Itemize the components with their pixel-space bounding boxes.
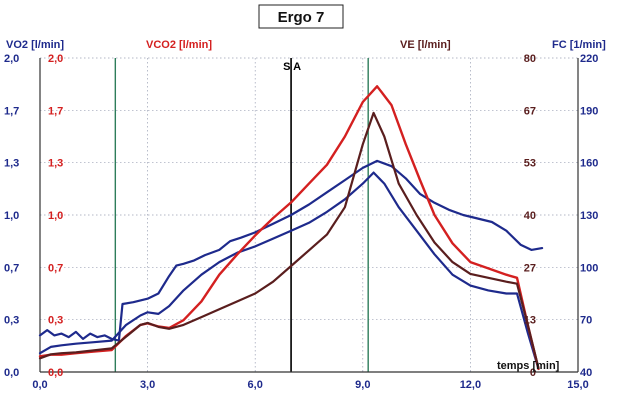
vo2-axis-label: VO2 [l/min] [6, 39, 64, 51]
tick-label-ve: 53 [524, 158, 536, 170]
tick-label-fc: 100 [580, 262, 598, 274]
tick-label-fc: 220 [580, 53, 598, 65]
x-tick-label: 12,0 [460, 379, 481, 391]
tick-label-vo2: 0,0 [4, 367, 19, 379]
tick-label-vo2: 2,0 [4, 53, 19, 65]
series-line-fc [38, 159, 544, 342]
series-line-vo2 [38, 171, 540, 370]
axis-headers: VO2 [l/min] VCO2 [l/min] VE [l/min] FC [… [6, 39, 606, 51]
tick-label-fc: 40 [580, 367, 592, 379]
chart-title: Ergo 7 [278, 9, 325, 26]
vco2-axis-label: VCO2 [l/min] [146, 39, 212, 51]
tick-label-fc: 160 [580, 158, 598, 170]
tick-label-vco2: 0,3 [48, 315, 63, 327]
tick-label-vco2: 1,0 [48, 210, 63, 222]
x-tick-label: 6,0 [248, 379, 263, 391]
ve-axis-label: VE [l/min] [400, 39, 451, 51]
tick-label-vo2: 1,0 [4, 210, 19, 222]
tick-label-fc: 70 [580, 315, 592, 327]
tick-label-vo2: 0,7 [4, 262, 19, 274]
series-lines [38, 85, 544, 371]
tick-label-vco2: 2,0 [48, 53, 63, 65]
tick-labels: 0,0 0,3 0,7 1,0 1,3 1,7 2,0 0,0 0,3 0,7 1,0 1,3 1,7 2… [4, 53, 598, 391]
tick-label-vco2: 0,7 [48, 262, 63, 274]
marker-label-s: S [283, 61, 290, 73]
tick-label-fc: 130 [580, 210, 598, 222]
plot-frame [39, 58, 579, 373]
title-box [258, 4, 344, 29]
marker-label-a: A [293, 61, 301, 73]
fc-axis-label: FC [1/min] [552, 39, 606, 51]
tick-label-ve: 13 [524, 315, 536, 327]
tick-label-ve: 80 [524, 53, 536, 65]
x-axis-label: temps [min] [497, 360, 560, 372]
x-tick-label: 0,0 [32, 379, 47, 391]
series-line-ve [38, 111, 540, 370]
x-tick-label: 9,0 [355, 379, 370, 391]
x-tick-label: 3,0 [140, 379, 155, 391]
tick-label-vco2: 0,0 [48, 367, 63, 379]
tick-label-fc: 190 [580, 105, 598, 117]
x-tick-label: 15,0 [567, 379, 588, 391]
tick-label-ve: 67 [524, 105, 536, 117]
tick-label-ve: 40 [524, 210, 536, 222]
tick-label-vo2: 1,7 [4, 105, 19, 117]
tick-label-vco2: 1,3 [48, 158, 63, 170]
tick-label-vco2: 1,7 [48, 105, 63, 117]
tick-label-vo2: 1,3 [4, 158, 19, 170]
tick-label-ve: 0 [530, 367, 536, 379]
tick-label-vo2: 0,3 [4, 315, 19, 327]
tick-label-ve: 27 [524, 262, 536, 274]
title-group: Ergo 7 [258, 4, 344, 29]
